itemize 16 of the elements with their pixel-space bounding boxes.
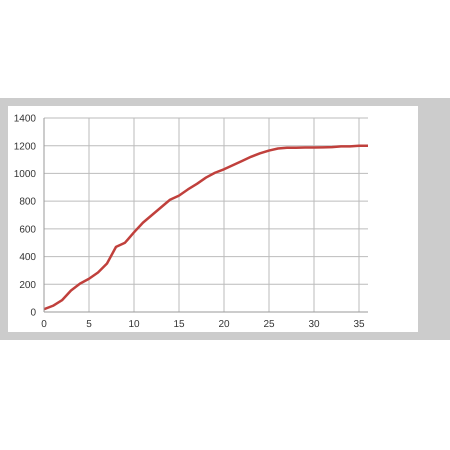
- y-tick-label: 1000: [14, 168, 36, 180]
- x-tick-label: 25: [263, 319, 275, 330]
- y-tick-label: 600: [19, 224, 36, 236]
- x-tick-label: 15: [173, 319, 185, 330]
- x-tick-label: 30: [308, 319, 320, 330]
- y-tick-label: 400: [19, 252, 36, 264]
- y-tick-label: 0: [30, 308, 36, 319]
- x-tick-label: 20: [218, 319, 230, 330]
- y-tick-label: 200: [19, 280, 36, 291]
- y-tick-label: 1400: [14, 114, 36, 125]
- x-tick-label: 0: [41, 319, 48, 330]
- x-tick-label: 35: [353, 319, 365, 330]
- y-tick-label: 1200: [14, 141, 36, 152]
- y-tick-label: 800: [19, 196, 36, 208]
- x-tick-label: 5: [86, 319, 92, 330]
- x-tick-label: 10: [128, 319, 140, 330]
